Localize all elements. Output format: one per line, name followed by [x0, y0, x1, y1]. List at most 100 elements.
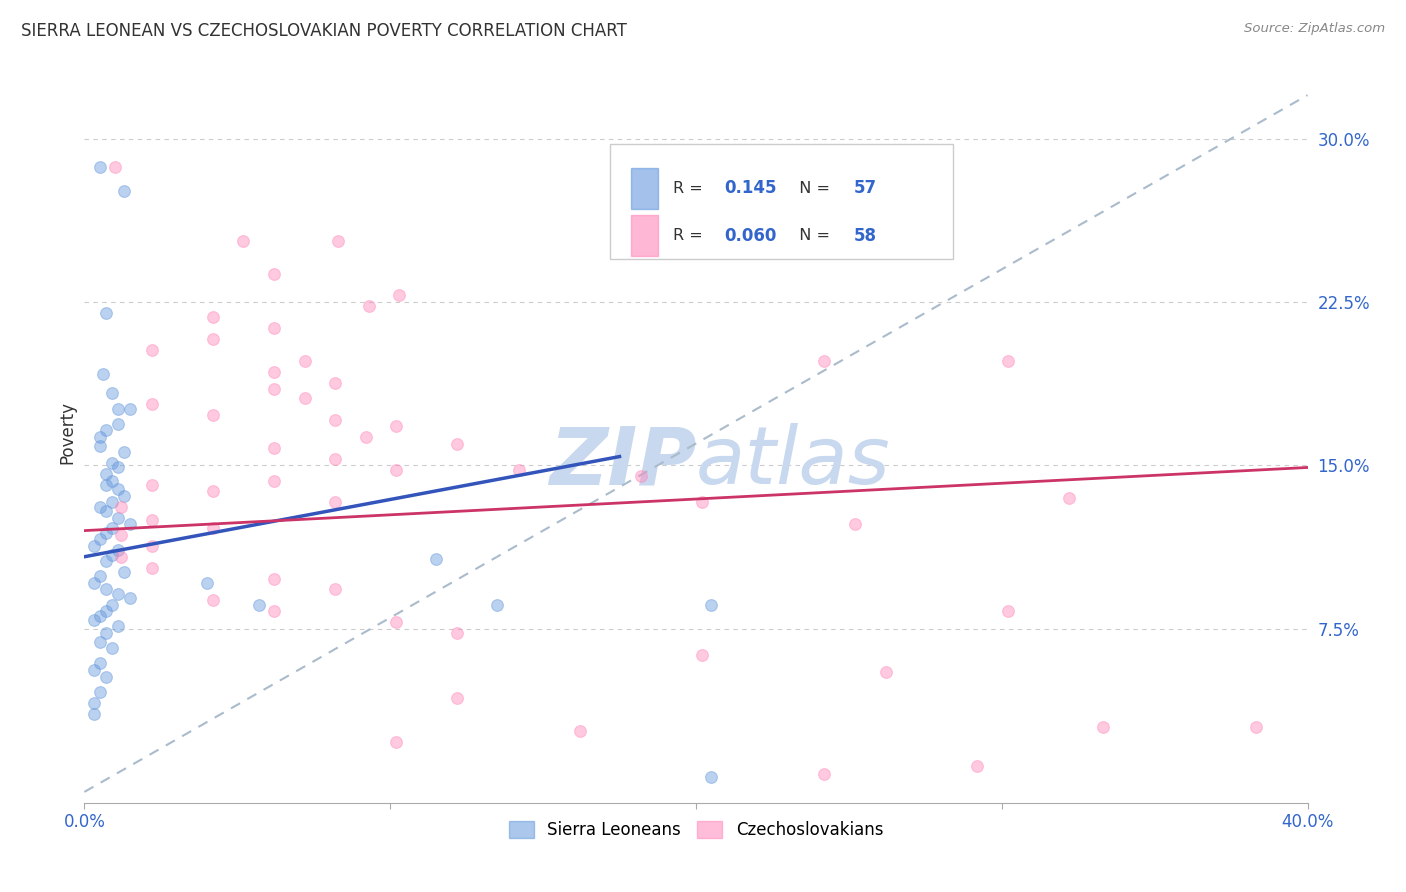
Point [107, 510, 129, 524]
Point [232, 234, 254, 248]
Point [94, 669, 117, 683]
Point [568, 723, 591, 738]
Point [425, 552, 447, 566]
Point [195, 575, 218, 590]
Point [263, 365, 285, 379]
Text: atlas: atlas [696, 423, 891, 501]
Point [141, 478, 163, 492]
Point [141, 539, 163, 553]
Point [94, 424, 117, 438]
Point [94, 504, 117, 518]
Point [700, 770, 723, 784]
Text: Source: ZipAtlas.com: Source: ZipAtlas.com [1244, 22, 1385, 36]
Point [141, 397, 163, 411]
Point [263, 604, 285, 618]
Point [446, 691, 468, 706]
Point [107, 460, 129, 475]
Point [101, 495, 124, 509]
Point [94, 306, 117, 320]
Point [328, 234, 350, 248]
Point [263, 572, 285, 586]
Y-axis label: Poverty: Poverty [58, 401, 76, 464]
Text: 58: 58 [853, 227, 877, 244]
Point [107, 587, 129, 601]
Point [1057, 491, 1080, 505]
Point [91, 367, 114, 381]
Point [201, 484, 224, 499]
Point [875, 665, 897, 680]
Point [89, 160, 111, 174]
Point [101, 548, 124, 562]
Text: R =: R = [672, 228, 707, 244]
Point [357, 299, 380, 313]
Point [263, 441, 285, 455]
Point [388, 288, 411, 302]
Point [89, 500, 111, 514]
Point [813, 767, 835, 781]
Point [323, 412, 346, 426]
Point [107, 482, 129, 496]
Text: 0.060: 0.060 [724, 227, 776, 244]
Point [141, 343, 163, 357]
Point [83, 663, 105, 677]
Point [89, 569, 111, 583]
Point [89, 685, 111, 699]
Point [94, 604, 117, 618]
Text: SIERRA LEONEAN VS CZECHOSLOVAKIAN POVERTY CORRELATION CHART: SIERRA LEONEAN VS CZECHOSLOVAKIAN POVERT… [21, 22, 627, 40]
Point [83, 696, 105, 710]
Point [104, 160, 127, 174]
Point [101, 598, 124, 612]
Point [446, 626, 468, 640]
Point [89, 430, 111, 444]
Point [247, 598, 270, 612]
Point [110, 500, 132, 514]
Point [101, 456, 124, 470]
Point [89, 533, 111, 547]
Point [120, 591, 142, 606]
Point [112, 565, 135, 579]
Point [294, 391, 316, 405]
Point [94, 554, 117, 568]
Text: N =: N = [789, 181, 835, 196]
Point [101, 386, 124, 401]
Text: 57: 57 [853, 179, 877, 197]
Point [263, 321, 285, 335]
Point [201, 408, 224, 422]
Point [110, 549, 132, 564]
Point [101, 521, 124, 535]
Point [690, 648, 713, 662]
Point [112, 445, 135, 459]
Point [813, 353, 835, 368]
Point [263, 474, 285, 488]
Point [101, 641, 124, 656]
Point [263, 267, 285, 281]
Point [94, 467, 117, 481]
Point [323, 495, 346, 509]
Point [201, 593, 224, 607]
Point [966, 758, 988, 772]
Point [263, 382, 285, 396]
Point [323, 582, 346, 597]
Point [141, 513, 163, 527]
Point [94, 626, 117, 640]
Point [107, 543, 129, 558]
FancyBboxPatch shape [631, 215, 658, 256]
Point [1244, 720, 1267, 734]
Point [323, 451, 346, 466]
Point [294, 353, 316, 368]
Point [112, 184, 135, 198]
Text: 0.145: 0.145 [724, 179, 776, 197]
Point [354, 430, 377, 444]
Point [83, 706, 105, 721]
FancyBboxPatch shape [631, 168, 658, 209]
Point [385, 419, 408, 434]
Point [323, 376, 346, 390]
Point [107, 417, 129, 431]
Point [844, 517, 866, 532]
Point [107, 619, 129, 633]
Point [997, 604, 1019, 618]
Point [446, 436, 468, 450]
Point [101, 474, 124, 488]
Point [690, 495, 713, 509]
Point [94, 478, 117, 492]
